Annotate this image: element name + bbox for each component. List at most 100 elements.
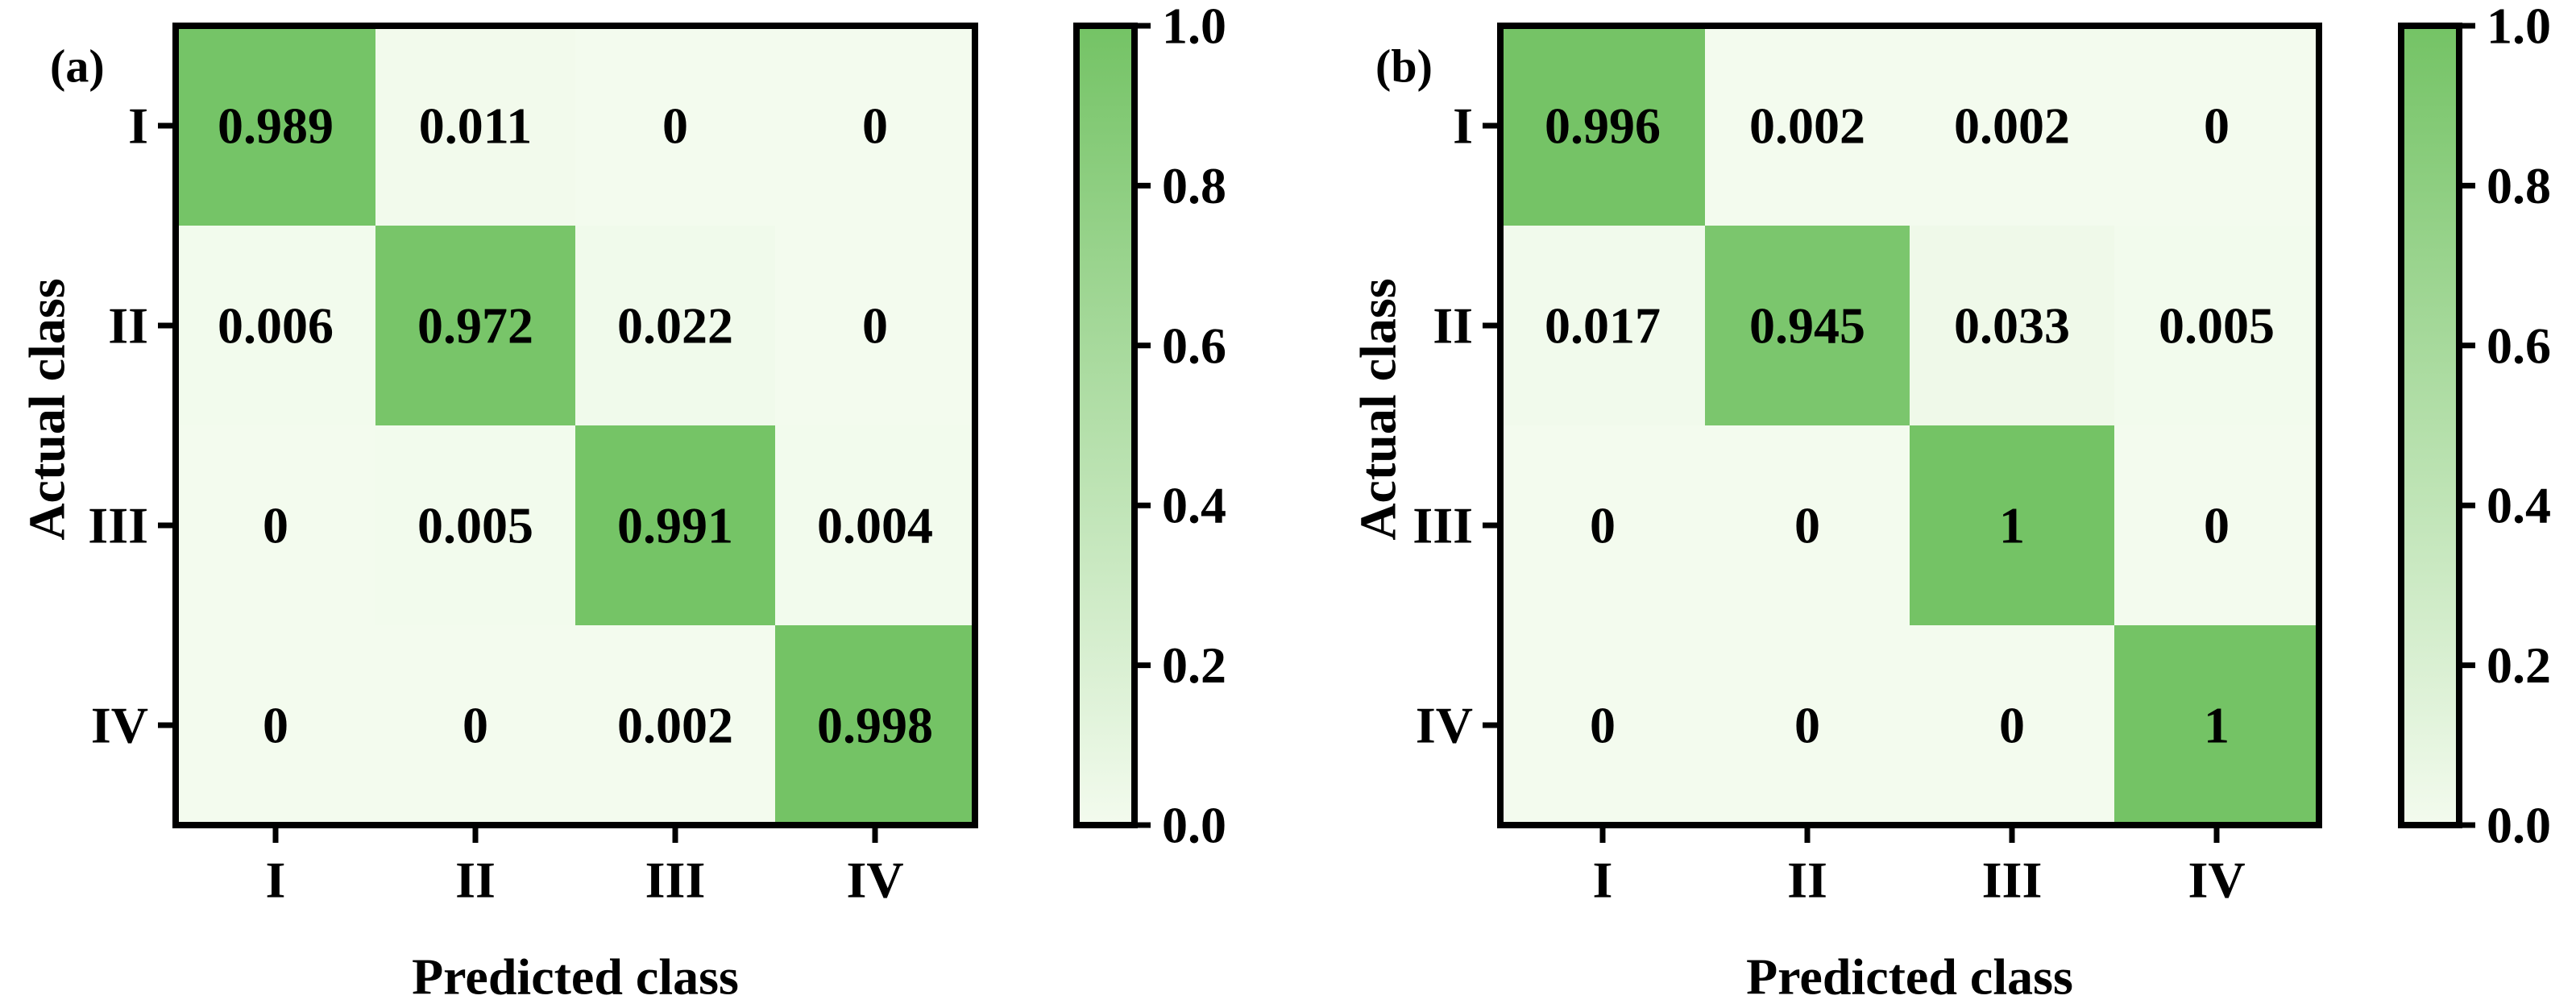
cell-value-label: 0 — [2204, 497, 2230, 554]
y-tick-label: III — [88, 497, 148, 554]
cell-value-label: 0.006 — [218, 297, 334, 355]
heatmap-cell — [1705, 226, 1910, 426]
y-tick-label: I — [128, 97, 148, 155]
cell-value-label: 0.002 — [1749, 97, 1865, 155]
heatmap-cell — [375, 26, 576, 226]
confusion-matrix-panel-b: 0.996 0.002 0.002 0 0.017 0.945 0.033 0.005 0 0 1 0… — [1350, 0, 2552, 1006]
cell-value-label: 0.972 — [417, 297, 533, 355]
cell-value-label: 0 — [1590, 697, 1616, 754]
cell-value-label: 0.996 — [1545, 97, 1661, 155]
colorbar-tick-label: 0.6 — [1162, 317, 1226, 374]
x-axis-label: Predicted class — [1746, 948, 2073, 1006]
y-tick-label: II — [108, 297, 148, 355]
y-axis-label: Actual class — [19, 278, 76, 540]
heatmap-cell — [575, 226, 776, 426]
y-axis-label: Actual class — [1350, 278, 1407, 540]
plot-frame — [172, 23, 978, 828]
cell-value-label: 0.017 — [1545, 297, 1661, 355]
cell-value-label: 0.002 — [1954, 97, 2070, 155]
y-tick-label: IV — [91, 697, 148, 754]
colorbar — [2398, 23, 2462, 828]
heatmap-cell — [1500, 226, 1706, 426]
cell-value-label: 0.005 — [2159, 297, 2275, 355]
cell-value-label: 0 — [2204, 97, 2230, 155]
colorbar-tick-label: 0.0 — [2487, 797, 2551, 854]
x-tick-label: III — [1982, 852, 2043, 909]
cell-value-label: 0.022 — [617, 297, 733, 355]
cell-value-label: 0.011 — [419, 97, 532, 155]
colorbar-tick-label: 0.4 — [2487, 477, 2551, 534]
heatmap-cell — [2114, 625, 2320, 826]
cell-value-label: 0.004 — [817, 497, 933, 554]
colorbar-tick-label: 0.6 — [2487, 317, 2551, 374]
cell-value-label: 0 — [1794, 697, 1820, 754]
heatmap-cell — [375, 226, 576, 426]
heatmap-cell — [2114, 226, 2320, 426]
heatmap-cell — [1500, 26, 1706, 226]
cell-value-label: 0 — [862, 97, 888, 155]
cell-value-label: 0 — [1794, 497, 1820, 554]
colorbar-tick-label: 0.0 — [1162, 797, 1226, 854]
cell-value-label: 0.998 — [817, 697, 933, 754]
plot-frame — [1497, 23, 2322, 828]
heatmap-cell — [1500, 625, 1706, 826]
heatmap-cell — [575, 625, 776, 826]
heatmap-cell — [1910, 26, 2115, 226]
heatmap-cell — [2114, 425, 2320, 626]
y-tick-label: IV — [1416, 697, 1473, 754]
heatmap-cell — [176, 26, 376, 226]
heatmap-cell — [1705, 625, 1910, 826]
colorbar-tick-label: 1.0 — [1162, 0, 1226, 55]
cell-value-label: 0 — [1590, 497, 1616, 554]
x-tick-label: II — [1787, 852, 1827, 909]
heatmap-cell — [375, 425, 576, 626]
cell-value-label: 0 — [463, 697, 488, 754]
heatmap-cell — [775, 425, 976, 626]
heatmap-cell — [775, 26, 976, 226]
heatmap-cell — [1910, 226, 2115, 426]
heatmap-cell — [1910, 425, 2115, 626]
panel-label: (b) — [1375, 40, 1433, 93]
colorbar-tick-label: 0.2 — [2487, 637, 2551, 694]
y-tick-label: II — [1433, 297, 1473, 355]
cell-value-label: 0.005 — [417, 497, 533, 554]
y-tick-label: III — [1412, 497, 1473, 554]
y-tick-label: I — [1453, 97, 1473, 155]
colorbar-tick-label: 0.8 — [2487, 157, 2551, 214]
heatmap-cell — [1910, 625, 2115, 826]
x-tick-label: II — [455, 852, 496, 909]
heatmap-cell — [1500, 425, 1706, 626]
colorbar-tick-label: 0.2 — [1162, 637, 1226, 694]
cell-value-label: 1 — [1999, 497, 2025, 554]
heatmap-cell — [176, 425, 376, 626]
heatmap-cell — [1705, 26, 1910, 226]
cell-value-label: 0 — [662, 97, 688, 155]
confusion-matrix-panel-a: 0.989 0.011 0 0 0.006 0.972 0.022 0 0 0.005 0.991 0… — [19, 0, 1227, 1006]
x-tick-label: IV — [846, 852, 903, 909]
cell-value-label: 0.002 — [617, 697, 733, 754]
heatmap-cell — [176, 625, 376, 826]
colorbar — [1073, 23, 1138, 828]
heatmap-cell — [2114, 26, 2320, 226]
x-tick-label: I — [1593, 852, 1613, 909]
heatmap-cell — [775, 625, 976, 826]
cell-value-label: 0 — [263, 497, 288, 554]
panel-label: (a) — [50, 40, 105, 93]
heatmap-cell — [575, 26, 776, 226]
cell-value-label: 0.989 — [218, 97, 334, 155]
cell-value-label: 0.033 — [1954, 297, 2070, 355]
heatmap-cell — [775, 226, 976, 426]
heatmap-cell — [375, 625, 576, 826]
cell-value-label: 0 — [862, 297, 888, 355]
cell-value-label: 0.945 — [1749, 297, 1865, 355]
cell-value-label: 0 — [1999, 697, 2025, 754]
x-axis-label: Predicted class — [412, 948, 739, 1006]
heatmap-cell — [176, 226, 376, 426]
colorbar-tick-label: 0.8 — [1162, 157, 1226, 214]
colorbar-tick-label: 1.0 — [2487, 0, 2551, 55]
x-tick-label: IV — [2188, 852, 2245, 909]
cell-value-label: 0.991 — [617, 497, 733, 554]
cell-value-label: 0 — [263, 697, 288, 754]
cell-value-label: 1 — [2204, 697, 2230, 754]
